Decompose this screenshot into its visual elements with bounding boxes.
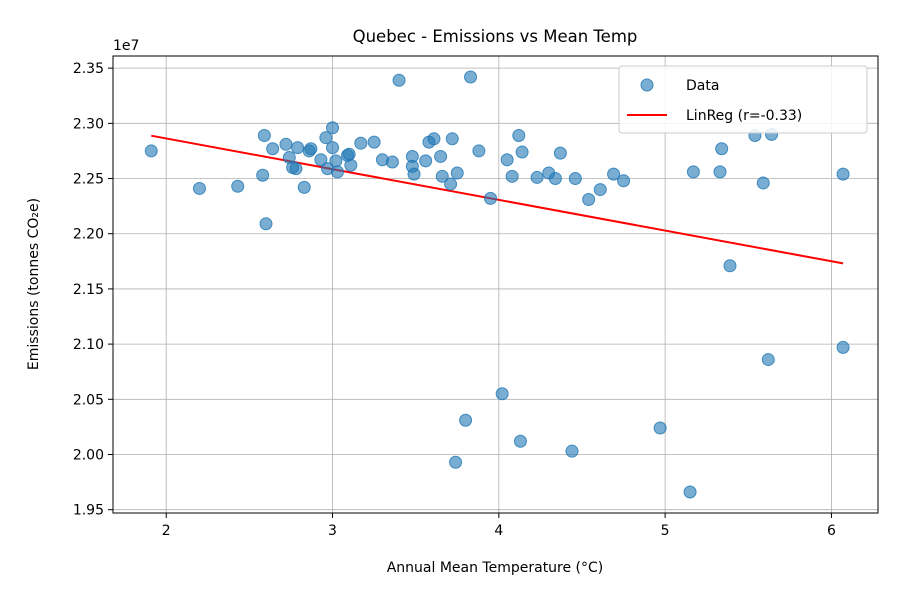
- y-tick-label: 2.00: [73, 447, 104, 463]
- data-point: [505, 169, 519, 183]
- data-point: [515, 145, 529, 159]
- data-point: [192, 181, 206, 195]
- x-tick-label: 4: [494, 523, 503, 539]
- data-point: [289, 162, 303, 176]
- x-axis-label: Annual Mean Temperature (°C): [387, 560, 604, 576]
- y-axis-ticks: 1.95 2.00 2.05 2.10 2.15 2.20 2.25 2.30 2.35: [73, 61, 113, 519]
- data-point: [582, 193, 596, 207]
- data-point: [530, 170, 544, 184]
- data-point: [144, 144, 158, 158]
- data-point: [427, 132, 441, 146]
- data-point: [354, 136, 368, 150]
- x-tick-label: 5: [661, 523, 670, 539]
- data-point: [512, 128, 526, 142]
- data-point: [761, 353, 775, 367]
- data-point: [686, 165, 700, 179]
- data-point: [434, 149, 448, 163]
- data-point: [500, 153, 514, 167]
- data-point: [256, 168, 270, 182]
- data-point: [266, 142, 280, 156]
- data-point: [683, 485, 697, 499]
- data-point: [653, 421, 667, 435]
- data-point: [548, 172, 562, 186]
- y-tick-label: 2.30: [73, 116, 104, 132]
- x-tick-label: 2: [162, 523, 171, 539]
- chart-title: Quebec - Emissions vs Mean Temp: [353, 27, 638, 46]
- data-point: [342, 147, 356, 161]
- y-tick-label: 2.05: [73, 392, 104, 408]
- y-tick-label: 2.10: [73, 337, 104, 353]
- data-point: [472, 144, 486, 158]
- data-point: [407, 167, 421, 181]
- legend-box: [618, 65, 868, 134]
- plot-frame: [112, 55, 879, 514]
- regression-line-layer: [151, 134, 844, 265]
- data-point: [593, 183, 607, 197]
- data-point: [756, 176, 770, 190]
- data-point: [607, 167, 621, 181]
- legend-line-label: LinReg (r=-0.33): [686, 108, 802, 124]
- data-points-layer: [144, 70, 850, 499]
- data-point: [495, 387, 509, 401]
- y-axis-label: Emissions (tonnes CO₂e): [26, 198, 42, 370]
- data-point: [445, 132, 459, 146]
- data-point: [513, 434, 527, 448]
- data-point: [344, 158, 358, 172]
- y-tick-label: 2.20: [73, 227, 104, 243]
- legend-data-marker: [640, 78, 654, 92]
- y-offset-label: 1e7: [113, 38, 139, 54]
- x-tick-label: 3: [328, 523, 337, 539]
- data-point: [231, 179, 245, 193]
- data-point: [464, 70, 478, 84]
- data-point: [385, 155, 399, 169]
- data-point: [836, 340, 850, 354]
- data-point: [444, 177, 458, 191]
- data-point: [713, 165, 727, 179]
- data-point: [450, 166, 464, 180]
- data-point: [367, 135, 381, 149]
- data-point: [435, 169, 449, 183]
- data-point: [617, 174, 631, 188]
- data-point: [568, 172, 582, 186]
- y-tick-label: 2.35: [73, 61, 104, 77]
- data-point: [297, 180, 311, 194]
- data-point: [326, 121, 340, 135]
- data-point: [291, 141, 305, 155]
- data-point: [257, 128, 271, 142]
- data-point: [449, 455, 463, 469]
- y-tick-label: 1.95: [73, 503, 104, 519]
- data-point: [314, 153, 328, 167]
- data-point: [392, 73, 406, 87]
- data-point: [419, 154, 433, 168]
- legend: Data LinReg (r=-0.33): [618, 65, 868, 134]
- data-point: [715, 142, 729, 156]
- data-point: [279, 137, 293, 151]
- data-point: [836, 167, 850, 181]
- x-axis-ticks: 2 3 4 5 6: [162, 513, 836, 539]
- data-point: [484, 191, 498, 205]
- y-tick-label: 2.15: [73, 282, 104, 298]
- data-point: [326, 141, 340, 155]
- data-point: [331, 165, 345, 179]
- data-point: [723, 259, 737, 273]
- legend-data-label: Data: [686, 78, 719, 94]
- data-point: [259, 217, 273, 231]
- data-point: [553, 146, 567, 160]
- data-point: [319, 131, 333, 145]
- data-point: [565, 444, 579, 458]
- y-tick-label: 2.25: [73, 172, 104, 188]
- data-point: [459, 413, 473, 427]
- x-tick-label: 6: [827, 523, 836, 539]
- data-point: [304, 142, 318, 156]
- data-point: [329, 154, 343, 168]
- regression-line: [151, 134, 844, 265]
